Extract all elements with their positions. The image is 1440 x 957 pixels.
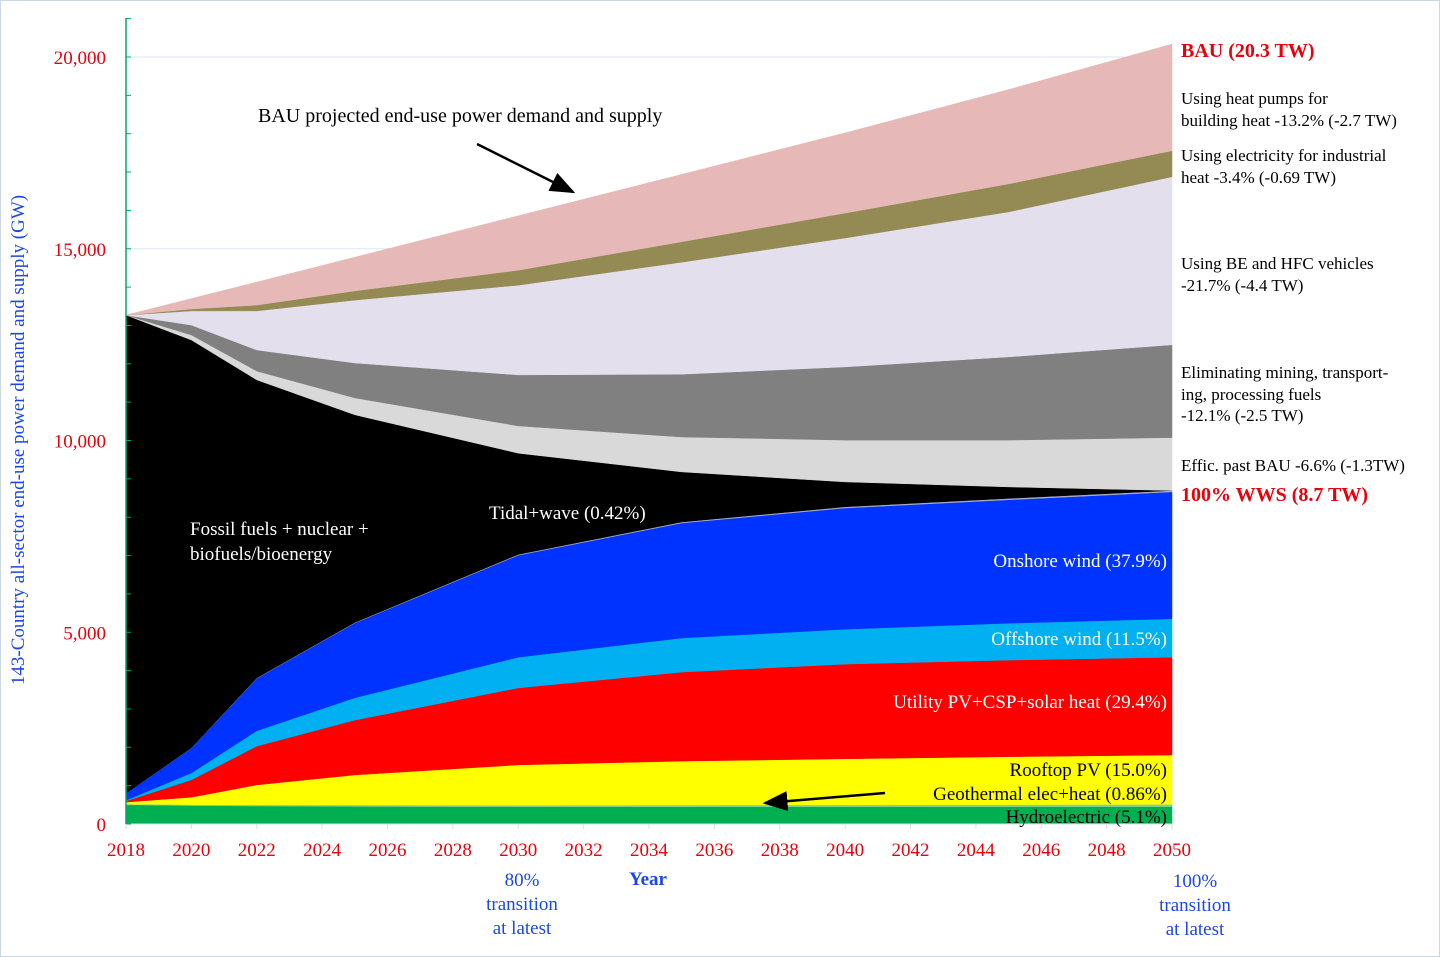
x-tick-label: 2032 <box>565 840 603 861</box>
area-12 <box>125 43 1173 316</box>
x-tick-label: 2042 <box>892 840 930 861</box>
svg-text:-21.7% (-4.4 TW): -21.7% (-4.4 TW) <box>1181 276 1303 295</box>
axes: 0 5,000 10,000 15,000 20,000 2018 2020 2022 2024… <box>54 18 1191 861</box>
x-tick-label: 2038 <box>761 840 799 861</box>
svg-text:biofuels/bioenergy: biofuels/bioenergy <box>190 544 333 565</box>
offshore-label: Offshore wind (11.5%) <box>991 629 1167 650</box>
x-tick-label: 2034 <box>630 840 669 861</box>
y-tick-label: 5,000 <box>63 623 106 644</box>
y-tick-label: 10,000 <box>54 432 106 453</box>
x-tick-label: 2022 <box>238 840 276 861</box>
svg-text:100%: 100% <box>1173 871 1218 892</box>
x-tick-label: 2048 <box>1088 840 1126 861</box>
x-tick-label: 2030 <box>499 840 537 861</box>
heat-pumps-label: Using heat pumps for building heat -13.2… <box>1181 89 1397 130</box>
geothermal-arrow <box>762 791 886 812</box>
svg-text:building heat -13.2% (-2.7 TW): building heat -13.2% (-2.7 TW) <box>1181 111 1397 130</box>
svg-text:at latest: at latest <box>1166 919 1225 940</box>
svg-text:80%: 80% <box>505 870 540 891</box>
x-tick-label: 2020 <box>172 840 210 861</box>
efficiency-label: Effic. past BAU -6.6% (-1.3TW) <box>1181 456 1405 475</box>
x-tick-label: 2028 <box>434 840 472 861</box>
svg-text:heat -3.4% (-0.69 TW): heat -3.4% (-0.69 TW) <box>1181 168 1336 187</box>
x-axis-label: Year <box>629 869 668 890</box>
svg-text:Fossil fuels + nuclear +: Fossil fuels + nuclear + <box>190 519 369 540</box>
utility-label: Utility PV+CSP+solar heat (29.4%) <box>893 692 1167 713</box>
mining-label: Eliminating mining, transport- ing, proc… <box>1181 363 1389 425</box>
rooftop-label: Rooftop PV (15.0%) <box>1010 760 1167 781</box>
y-axis-label: 143-Country all-sector end-use power dem… <box>8 195 29 685</box>
svg-text:Eliminating mining, transport-: Eliminating mining, transport- <box>1181 363 1389 382</box>
svg-text:Using electricity for industri: Using electricity for industrial <box>1181 146 1387 165</box>
y-tick-label: 0 <box>97 815 107 836</box>
svg-text:Using BE and HFC vehicles: Using BE and HFC vehicles <box>1181 254 1374 273</box>
bau-total-label: BAU (20.3 TW) <box>1181 40 1315 62</box>
x-tick-label: 2050 <box>1153 840 1191 861</box>
hydro-label: Hydroelectric (5.1%) <box>1006 807 1167 828</box>
onshore-label: Onshore wind (37.9%) <box>993 551 1167 572</box>
svg-text:ing, processing fuels: ing, processing fuels <box>1181 385 1321 404</box>
bau-projected-label: BAU projected end-use power demand and s… <box>258 105 662 127</box>
industrial-heat-label: Using electricity for industrial heat -3… <box>1181 146 1387 187</box>
bau-arrow <box>476 142 576 194</box>
svg-text:transition: transition <box>486 894 558 915</box>
area-layers <box>125 43 1173 825</box>
x-tick-label: 2040 <box>826 840 864 861</box>
geothermal-label: Geothermal elec+heat (0.86%) <box>933 784 1167 805</box>
vehicles-label: Using BE and HFC vehicles -21.7% (-4.4 T… <box>1181 254 1374 295</box>
svg-text:at latest: at latest <box>493 918 552 939</box>
x-tick-label: 2024 <box>303 840 342 861</box>
transition-80-note: 80% transition at latest <box>486 870 558 939</box>
svg-text:transition: transition <box>1159 895 1231 916</box>
x-tick-label: 2036 <box>695 840 733 861</box>
svg-text:Using heat pumps for: Using heat pumps for <box>1181 89 1328 108</box>
x-tick-label: 2018 <box>107 840 145 861</box>
wws-total-label: 100% WWS (8.7 TW) <box>1181 484 1368 506</box>
svg-text:-12.1% (-2.5 TW): -12.1% (-2.5 TW) <box>1181 406 1303 425</box>
x-tick-label: 2046 <box>1022 840 1060 861</box>
y-tick-label: 20,000 <box>54 48 106 69</box>
x-tick-label: 2026 <box>369 840 407 861</box>
y-tick-label: 15,000 <box>54 240 106 261</box>
x-tick-label: 2044 <box>957 840 996 861</box>
fossil-label: Fossil fuels + nuclear + biofuels/bioene… <box>190 519 369 565</box>
transition-100-note: 100% transition at latest <box>1159 871 1231 940</box>
tidal-label: Tidal+wave (0.42%) <box>489 503 646 524</box>
